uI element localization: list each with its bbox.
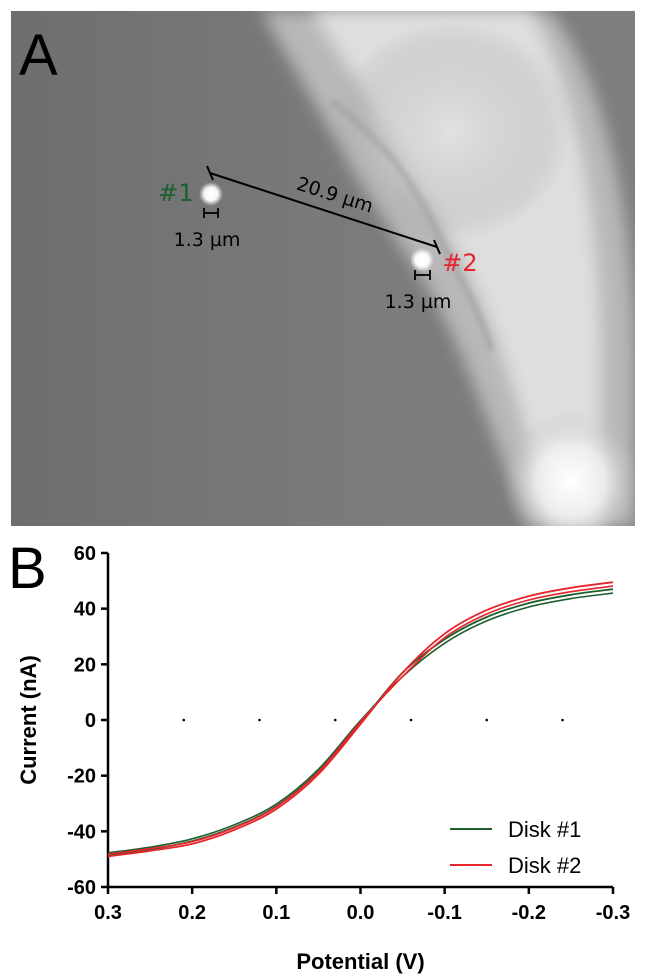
zero-reference-dot [561,718,564,722]
y-tick-label: 20 [74,654,96,676]
disk-2-size-label: 1.3 µm [385,291,452,313]
series-line-2-return [107,585,614,855]
x-tick-label: -0.3 [596,902,630,924]
electrode-disk-1 [199,182,223,206]
disk-1-size-bar [203,208,219,218]
series-line-2 [107,581,614,858]
legend-label-2: Disk #2 [508,853,581,878]
zero-reference-dot [409,718,413,722]
micrograph-panel: 20.9 µm 1.3 µm #1 1.3 µm #2 A [11,11,635,526]
series-line-1-return [107,592,614,854]
y-axis-label: Current (nA) [16,655,41,785]
pipette-tip-glow [261,11,635,526]
x-tick-label: -0.2 [512,902,546,924]
x-tick-label: -0.1 [427,902,461,924]
y-tick-label: 60 [74,543,96,565]
panel-a-letter: A [19,23,58,88]
zero-reference-dot [333,718,337,722]
chart-plot: -60 -40 -20 0 20 40 60 0.3 0.2 0.1 0.0 -0.1 -0.2 -0.3… [16,543,630,974]
y-tick-label: -20 [67,766,96,788]
panel-b-letter: B [8,536,47,601]
disk-1-size-label: 1.3 µm [174,229,241,251]
legend-label-1: Disk #1 [508,817,581,842]
zero-reference-dot [182,718,186,722]
disk-1-label: #1 [158,179,193,207]
electrode-disk-2 [410,248,434,272]
x-tick-label: 0.0 [347,902,375,924]
distance-scale-bar [206,165,441,255]
zero-reference-dot [258,718,261,722]
disk-2-label: #2 [442,249,477,277]
y-tick-label: -40 [67,821,96,843]
x-tick-label: 0.2 [178,902,206,924]
voltammogram-panel: B -60 -40 -20 0 20 40 60 0.3 0.2 0.1 0.0 -0.1 -0.2 -0… [8,536,630,974]
y-tick-label: 0 [85,710,96,732]
disk-2-size-bar [414,270,431,280]
y-tick-label: 40 [74,599,96,621]
zero-reference-dot [485,718,489,722]
y-tick-label: -60 [67,877,96,899]
x-tick-label: 0.1 [262,902,290,924]
x-axis-label: Potential (V) [296,949,424,974]
x-tick-label: 0.3 [94,902,122,924]
